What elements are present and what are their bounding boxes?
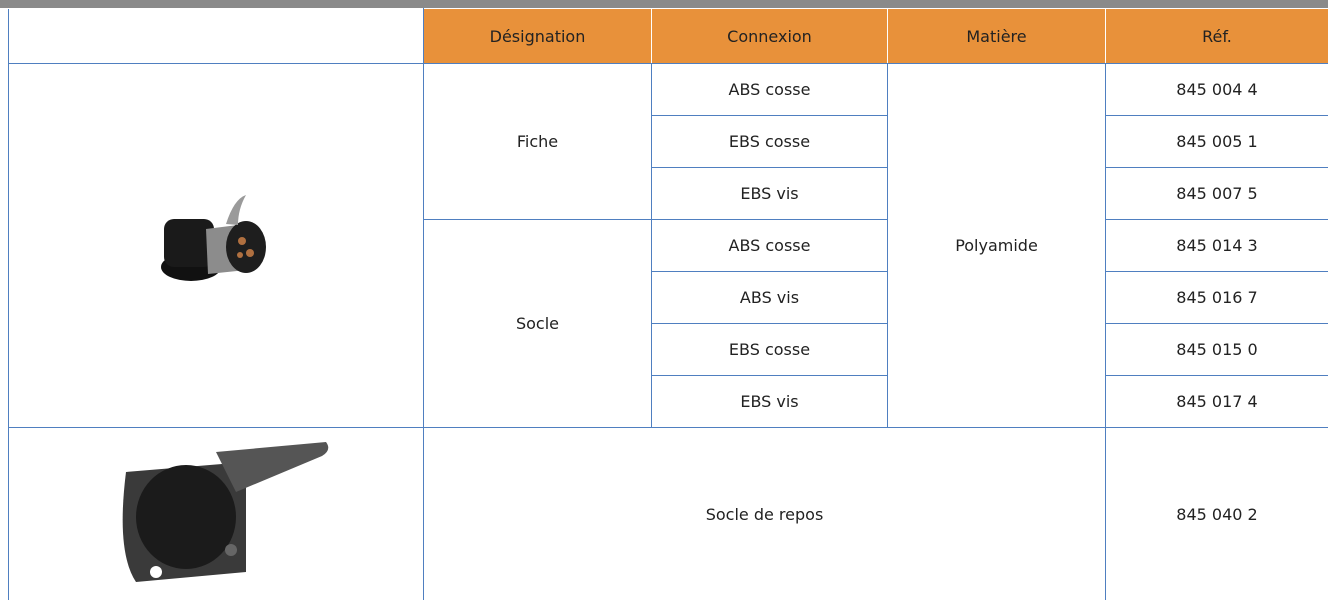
connexion-cell: EBS vis xyxy=(651,167,888,220)
ref-cell: 845 014 3 xyxy=(1105,219,1328,272)
ref-cell: 845 040 2 xyxy=(1105,427,1328,600)
header-row: Désignation Connexion Matière Réf. xyxy=(8,8,1328,64)
designation-cell: Fiche xyxy=(423,63,652,220)
ref-cell: 845 016 7 xyxy=(1105,271,1328,324)
connexion-cell: EBS cosse xyxy=(651,323,888,376)
product-table: Désignation Connexion Matière Réf. Fiche… xyxy=(8,8,1328,600)
table-row: Socle ABS cosse 845 014 3 xyxy=(9,219,1328,428)
plug-image xyxy=(161,194,266,281)
table-row: EBS vis 845 007 5 xyxy=(9,167,1328,220)
designation-cell: Socle xyxy=(423,219,652,428)
ref-cell: 845 015 0 xyxy=(1105,323,1328,376)
material-cell: Polyamide xyxy=(887,63,1106,428)
blank-header xyxy=(8,8,424,64)
image-cell xyxy=(8,63,424,428)
top-bar xyxy=(0,0,1328,8)
header-cell: Désignation xyxy=(423,8,652,64)
connexion-cell: EBS vis xyxy=(651,375,888,428)
connexion-cell: EBS cosse xyxy=(651,115,888,168)
connexion-cell: ABS cosse xyxy=(651,63,888,116)
table-row: Socle de repos 845 040 2 xyxy=(8,427,1328,600)
connexion-cell: ABS cosse xyxy=(651,219,888,272)
ref-cell: 845 005 1 xyxy=(1105,115,1328,168)
ref-cell: 845 017 4 xyxy=(1105,375,1328,428)
header-cell: Réf. xyxy=(1105,8,1328,64)
ref-cell: 845 004 4 xyxy=(1105,63,1328,116)
header-cell: Connexion xyxy=(651,8,888,64)
image-cell xyxy=(8,427,424,600)
table-row: EBS cosse 845 005 1 xyxy=(9,115,1328,168)
table-row: EBS cosse 845 015 0 xyxy=(9,323,1328,376)
socket-image xyxy=(122,442,329,582)
table-row: EBS vis 845 017 4 xyxy=(9,375,1328,428)
header-cell: Matière xyxy=(887,8,1106,64)
table-body: Fiche ABS cosse Polyamide 845 004 4 EBS coss… xyxy=(8,63,1328,600)
designation-cell: Socle de repos xyxy=(423,427,1106,600)
ref-cell: 845 007 5 xyxy=(1105,167,1328,220)
table-row: Fiche ABS cosse Polyamide 845 004 4 xyxy=(8,63,1328,428)
connexion-cell: ABS vis xyxy=(651,271,888,324)
